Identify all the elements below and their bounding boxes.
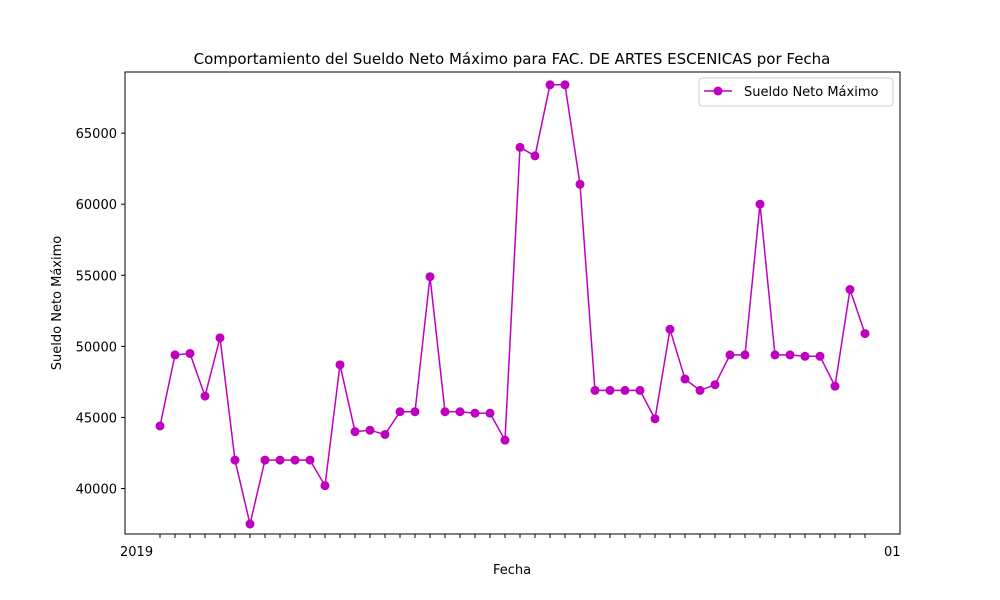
data-point <box>665 324 675 334</box>
data-point <box>215 333 225 343</box>
data-point <box>410 407 420 417</box>
data-point <box>425 272 435 282</box>
data-point <box>200 391 210 401</box>
y-axis-label: Sueldo Neto Máximo <box>50 236 65 370</box>
data-point <box>725 350 735 360</box>
x-axis-label: Fecha <box>493 563 531 578</box>
plot-area <box>124 71 901 535</box>
y-tick-label: 45000 <box>76 411 117 426</box>
data-point <box>365 425 375 435</box>
x-tick-label-last: 01 <box>884 545 901 560</box>
data-point <box>335 360 345 370</box>
data-point <box>245 519 255 529</box>
data-point <box>575 179 585 189</box>
data-point <box>650 414 660 424</box>
data-point <box>395 407 405 417</box>
x-axis: 2019 01 <box>120 534 901 560</box>
legend-label: Sueldo Neto Máximo <box>744 85 878 100</box>
y-tick-label: 60000 <box>76 198 117 213</box>
data-point <box>485 408 495 418</box>
y-tick-label: 55000 <box>76 269 117 284</box>
data-point <box>515 142 525 152</box>
data-point <box>605 385 615 395</box>
data-point <box>815 351 825 361</box>
data-point <box>860 329 870 339</box>
data-point <box>590 385 600 395</box>
data-point <box>155 421 165 431</box>
data-point <box>440 407 450 417</box>
data-point <box>290 455 300 465</box>
data-point <box>830 381 840 391</box>
data-point <box>560 80 570 90</box>
data-point <box>260 455 270 465</box>
data-point <box>455 407 465 417</box>
data-point <box>380 429 390 439</box>
data-point <box>350 427 360 437</box>
legend: Sueldo Neto Máximo <box>698 77 894 107</box>
data-point <box>170 350 180 360</box>
data-point <box>275 455 285 465</box>
chart-title: Comportamiento del Sueldo Neto Máximo pa… <box>194 50 831 68</box>
y-tick-label: 50000 <box>76 340 117 355</box>
data-point <box>320 481 330 491</box>
data-point <box>185 348 195 358</box>
y-tick-label: 40000 <box>76 483 117 498</box>
data-point <box>305 455 315 465</box>
data-point <box>470 408 480 418</box>
data-point <box>680 374 690 384</box>
data-point <box>785 350 795 360</box>
y-axis: 40000 45000 50000 55000 60000 65000 <box>76 127 125 498</box>
data-point <box>845 284 855 294</box>
x-tick-label-first: 2019 <box>120 545 153 560</box>
data-point <box>545 80 555 90</box>
data-point <box>740 350 750 360</box>
data-point <box>695 385 705 395</box>
data-point <box>635 385 645 395</box>
data-point <box>755 199 765 209</box>
data-point <box>530 151 540 161</box>
y-tick-label: 65000 <box>76 127 117 142</box>
data-points <box>155 80 870 529</box>
data-point <box>230 455 240 465</box>
data-point <box>710 380 720 390</box>
data-point <box>770 350 780 360</box>
legend-box <box>698 77 894 107</box>
data-point <box>500 435 510 445</box>
legend-marker <box>713 86 723 96</box>
data-point <box>800 351 810 361</box>
data-point <box>620 385 630 395</box>
